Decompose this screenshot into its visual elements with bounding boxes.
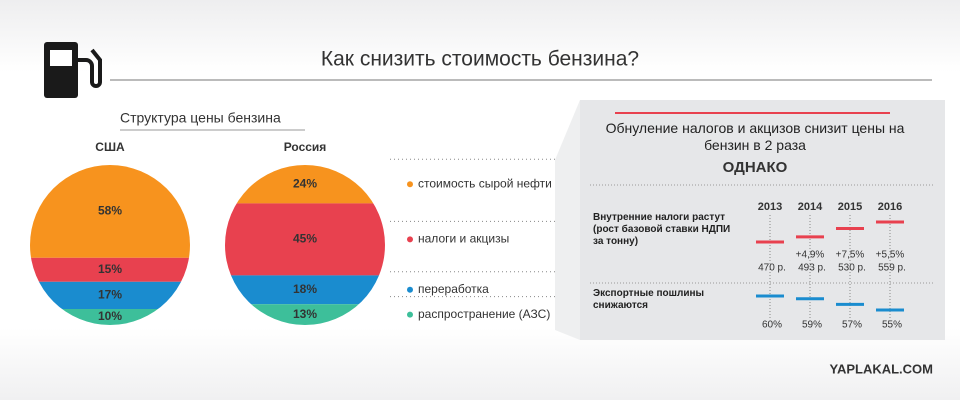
change-label: +5,5% — [876, 250, 905, 261]
year-label: 2013 — [758, 201, 782, 213]
value-label: 493 р. — [798, 263, 826, 274]
panel-title: Обнуление налогов и акцизов снизит цены … — [605, 120, 905, 153]
value-label: 57% — [842, 320, 862, 331]
row-label: Внутренние налоги растут (рост базовой с… — [593, 212, 731, 247]
segment-label: 24% — [293, 176, 317, 190]
watermark: YAPLAKAL.COM — [829, 361, 933, 376]
value-label: 530 р. — [838, 263, 866, 274]
panel-connector — [555, 100, 580, 340]
legend-dot — [407, 286, 413, 293]
segment-label: 15% — [98, 262, 122, 276]
circle-label: США — [95, 140, 125, 154]
value-label: 559 р. — [878, 263, 906, 274]
value-label: 59% — [802, 320, 822, 331]
segment — [225, 203, 385, 276]
change-label: +7,5% — [836, 250, 865, 261]
segment — [30, 281, 190, 309]
segment-label: 45% — [293, 232, 317, 246]
legend-dot — [407, 181, 413, 188]
segment-label: 17% — [98, 288, 122, 302]
legend-label: стоимость сырой нефти — [418, 176, 552, 190]
segment-label: 13% — [293, 307, 317, 321]
legend-label: распространение (АЗС) — [418, 307, 550, 321]
legend-dot — [407, 311, 413, 318]
value-label: 470 р. — [758, 263, 786, 274]
legend-label: налоги и акцизы — [418, 232, 509, 246]
segment-label: 58% — [98, 204, 122, 218]
row-label: Экспортные пошлины снижаются — [593, 288, 705, 311]
year-label: 2016 — [878, 201, 902, 213]
segment — [30, 257, 190, 282]
fuel-pump-icon — [44, 42, 102, 98]
value-label: 60% — [762, 320, 782, 331]
segment — [225, 275, 385, 305]
change-label: +4,9% — [796, 250, 825, 261]
panel — [580, 100, 945, 340]
legend-dot — [407, 236, 413, 243]
legend-label: переработка — [418, 282, 489, 296]
segment-label: 18% — [293, 282, 317, 296]
section-title: Структура цены бензина — [120, 110, 281, 126]
value-label: 55% — [882, 320, 902, 331]
segment-label: 10% — [98, 309, 122, 323]
year-label: 2014 — [798, 201, 823, 213]
circle-label: Россия — [284, 140, 327, 154]
panel-subtitle: ОДНАКО — [723, 159, 788, 176]
year-label: 2015 — [838, 201, 862, 213]
page-title: Как снизить стоимость бензина? — [321, 48, 639, 71]
